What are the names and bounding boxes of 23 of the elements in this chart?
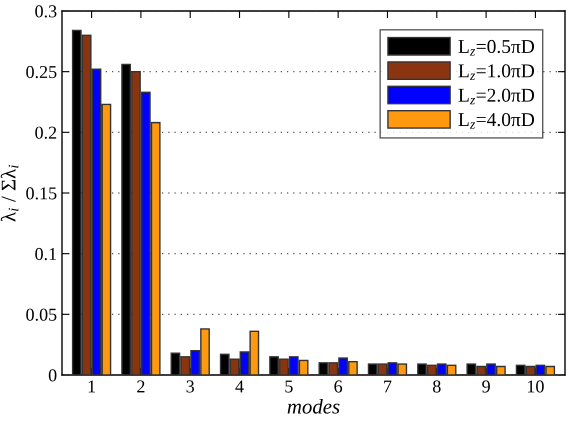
y-axis-title: λ$_{i}$ / Σλ$_{i}$ [0, 165, 18, 222]
y-tick-label: 0.15 [26, 187, 56, 200]
y-tick-label: 0.25 [26, 66, 56, 78]
x-tick-label: 10 [528, 380, 544, 393]
x-tick-label: 9 [482, 380, 490, 393]
y-tick-label: 0 [48, 369, 56, 382]
y-tick-label: 0.05 [26, 308, 56, 321]
x-tick-label: 1 [88, 380, 96, 392]
x-tick-label: 8 [432, 380, 441, 393]
x-tick-label: 2 [137, 380, 144, 392]
legend-label: L$_{z}$=2.0πD [458, 88, 534, 104]
y-tick-label: 0.3 [35, 5, 56, 18]
y-tick-label: 0.1 [35, 248, 56, 260]
x-tick-label: 7 [384, 380, 392, 392]
y-tick-label: 0.2 [35, 126, 56, 139]
legend-label: L$_{z}$=4.0πD [458, 113, 534, 129]
x-tick-label: 6 [334, 380, 342, 393]
x-tick-label: 4 [235, 380, 244, 392]
x-tick-label: 5 [285, 380, 293, 393]
x-axis-title: modes [288, 399, 340, 414]
legend-label: L$_{z}$=0.5πD [458, 40, 534, 56]
legend-label: L$_{z}$=1.0πD [458, 64, 534, 80]
x-tick-label: 3 [186, 380, 194, 393]
